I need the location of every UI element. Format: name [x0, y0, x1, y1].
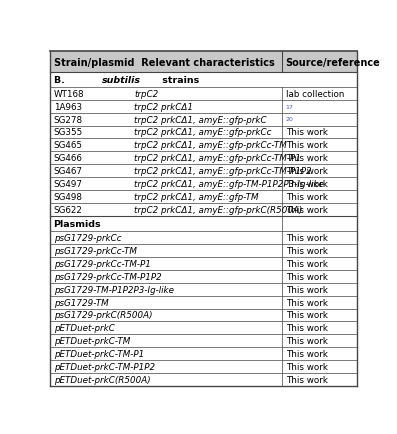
Bar	[50, 360, 357, 373]
Text: SG278: SG278	[54, 115, 83, 124]
Text: SG466: SG466	[54, 154, 83, 163]
Text: trpC2 prkCΔ1, amyE::gfp-prkC(R500A): trpC2 prkCΔ1, amyE::gfp-prkC(R500A)	[134, 206, 303, 215]
Text: trpC2 prkCΔ1, amyE::gfp-prkCc-TM-P1P2: trpC2 prkCΔ1, amyE::gfp-prkCc-TM-P1P2	[134, 167, 312, 176]
Bar	[50, 152, 357, 165]
Text: pETDuet-prkC-TM-P1P2: pETDuet-prkC-TM-P1P2	[54, 362, 155, 372]
Text: This work: This work	[285, 206, 328, 215]
Text: This work: This work	[285, 167, 328, 176]
Text: Source/reference: Source/reference	[285, 57, 380, 67]
Text: trpC2 prkCΔ1, amyE::gfp-TM-P1P2P3-Ig-like: trpC2 prkCΔ1, amyE::gfp-TM-P1P2P3-Ig-lik…	[134, 180, 324, 189]
Text: This work: This work	[285, 259, 328, 268]
Text: trpC2 prkCΔ1, amyE::gfp-prkCc-TM-P1: trpC2 prkCΔ1, amyE::gfp-prkCc-TM-P1	[134, 154, 301, 163]
Text: This work: This work	[285, 141, 328, 150]
Text: B.: B.	[54, 76, 68, 85]
Text: SG498: SG498	[54, 193, 83, 202]
Text: 20: 20	[285, 117, 293, 122]
Text: This work: This work	[285, 375, 328, 384]
Text: This work: This work	[285, 128, 328, 137]
Bar	[50, 88, 357, 100]
Bar	[50, 178, 357, 191]
Text: SG465: SG465	[54, 141, 83, 150]
Bar	[50, 373, 357, 386]
Bar	[50, 348, 357, 360]
Text: 17: 17	[285, 104, 293, 109]
Text: psG1729-TM-P1P2P3-Ig-like: psG1729-TM-P1P2P3-Ig-like	[54, 285, 173, 294]
Text: strains: strains	[159, 76, 199, 85]
Text: SG355: SG355	[54, 128, 83, 137]
Text: psG1729-TM: psG1729-TM	[54, 298, 108, 307]
Text: This work: This work	[285, 337, 328, 345]
Text: psG1729-prkCc-TM: psG1729-prkCc-TM	[54, 246, 137, 255]
Bar	[50, 204, 357, 217]
Bar	[50, 113, 357, 126]
Bar	[50, 309, 357, 322]
Text: This work: This work	[285, 154, 328, 163]
Text: This work: This work	[285, 362, 328, 372]
Text: This work: This work	[285, 233, 328, 242]
Text: Plasmids: Plasmids	[54, 220, 101, 228]
Text: psG1729-prkCc-TM-P1: psG1729-prkCc-TM-P1	[54, 259, 150, 268]
Bar	[50, 244, 357, 257]
Text: This work: This work	[285, 246, 328, 255]
Text: SG622: SG622	[54, 206, 83, 215]
Text: This work: This work	[285, 272, 328, 281]
Text: 1A963: 1A963	[54, 102, 82, 112]
Bar	[50, 257, 357, 270]
Text: This work: This work	[285, 193, 328, 202]
Text: pETDuet-prkC: pETDuet-prkC	[54, 324, 114, 332]
Bar	[50, 139, 357, 152]
Text: subtilis: subtilis	[102, 76, 141, 85]
Text: psG1729-prkC(R500A): psG1729-prkC(R500A)	[54, 311, 152, 320]
Text: lab collection: lab collection	[285, 89, 344, 99]
Text: trpC2 prkCΔ1, amyE::gfp-prkC: trpC2 prkCΔ1, amyE::gfp-prkC	[134, 115, 267, 124]
Text: trpC2 prkCΔ1, amyE::gfp-TM: trpC2 prkCΔ1, amyE::gfp-TM	[134, 193, 259, 202]
Bar	[50, 100, 357, 113]
Bar	[50, 73, 357, 88]
Bar	[50, 335, 357, 348]
Bar	[50, 231, 357, 244]
Text: trpC2 prkCΔ1, amyE::gfp-prkCc-TM: trpC2 prkCΔ1, amyE::gfp-prkCc-TM	[134, 141, 287, 150]
Text: This work: This work	[285, 349, 328, 358]
Text: This work: This work	[285, 298, 328, 307]
Text: This work: This work	[285, 285, 328, 294]
Text: This work: This work	[285, 324, 328, 332]
Text: SG467: SG467	[54, 167, 83, 176]
Bar	[50, 217, 357, 231]
Text: Strain/plasmid  Relevant characteristics: Strain/plasmid Relevant characteristics	[54, 57, 274, 67]
Text: psG1729-prkCc-TM-P1P2: psG1729-prkCc-TM-P1P2	[54, 272, 161, 281]
Text: trpC2: trpC2	[134, 89, 158, 99]
Bar	[50, 52, 357, 73]
Text: This work: This work	[285, 311, 328, 320]
Text: WT168: WT168	[54, 89, 84, 99]
Text: trpC2 prkCΔ1: trpC2 prkCΔ1	[134, 102, 193, 112]
Bar	[50, 191, 357, 204]
Bar	[50, 165, 357, 178]
Bar	[50, 283, 357, 296]
Text: This work: This work	[285, 180, 328, 189]
Bar	[50, 322, 357, 335]
Bar	[50, 296, 357, 309]
Bar	[50, 126, 357, 139]
Text: trpC2 prkCΔ1, amyE::gfp-prkCc: trpC2 prkCΔ1, amyE::gfp-prkCc	[134, 128, 272, 137]
Text: psG1729-prkCc: psG1729-prkCc	[54, 233, 121, 242]
Text: pETDuet-prkC-TM-P1: pETDuet-prkC-TM-P1	[54, 349, 144, 358]
Text: SG497: SG497	[54, 180, 83, 189]
Bar	[50, 270, 357, 283]
Text: pETDuet-prkC-TM: pETDuet-prkC-TM	[54, 337, 130, 345]
Text: pETDuet-prkC(R500A): pETDuet-prkC(R500A)	[54, 375, 150, 384]
